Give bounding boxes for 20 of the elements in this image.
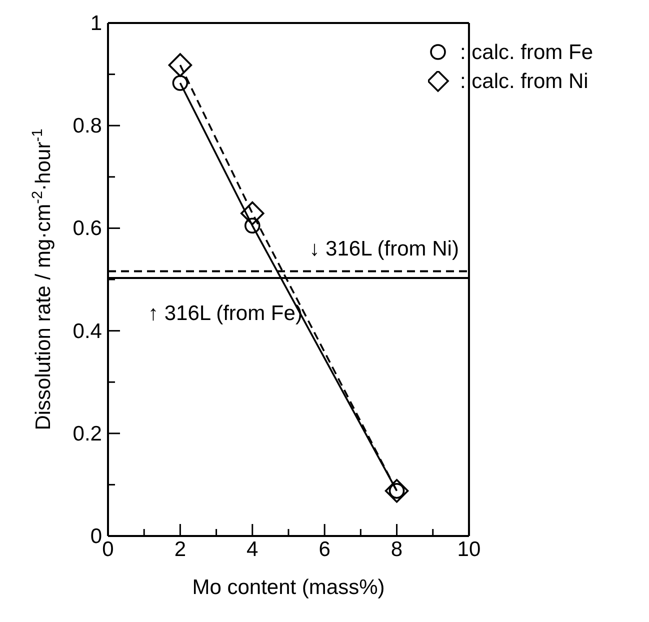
y-tick-label: 0.4 <box>72 320 102 343</box>
x-tick-label: 8 <box>390 538 403 561</box>
legend-label: : calc. from Ni <box>460 69 588 95</box>
y-tick-label: 0.8 <box>72 114 102 138</box>
point <box>240 201 264 226</box>
y-tick-label: 0.2 <box>72 422 102 446</box>
point <box>168 53 192 77</box>
ref-line-label: ↑ 316L (from Fe) <box>148 302 302 325</box>
x-tick-label: 6 <box>318 538 330 561</box>
x-tick-label: 10 <box>457 538 481 561</box>
ref-line-label: ↓ 316L (from Ni) <box>309 237 459 260</box>
point <box>244 218 260 234</box>
point <box>384 478 409 503</box>
x-tick-label: 2 <box>174 538 186 561</box>
x-tick-label: 4 <box>246 538 259 561</box>
y-tick-label: 0.6 <box>72 217 102 240</box>
point <box>172 75 188 91</box>
legend-label: : calc. from Fe <box>460 40 593 66</box>
x-axis-title: Mo content (mass%) <box>192 576 385 599</box>
y-tick-label: 1 <box>90 12 102 35</box>
